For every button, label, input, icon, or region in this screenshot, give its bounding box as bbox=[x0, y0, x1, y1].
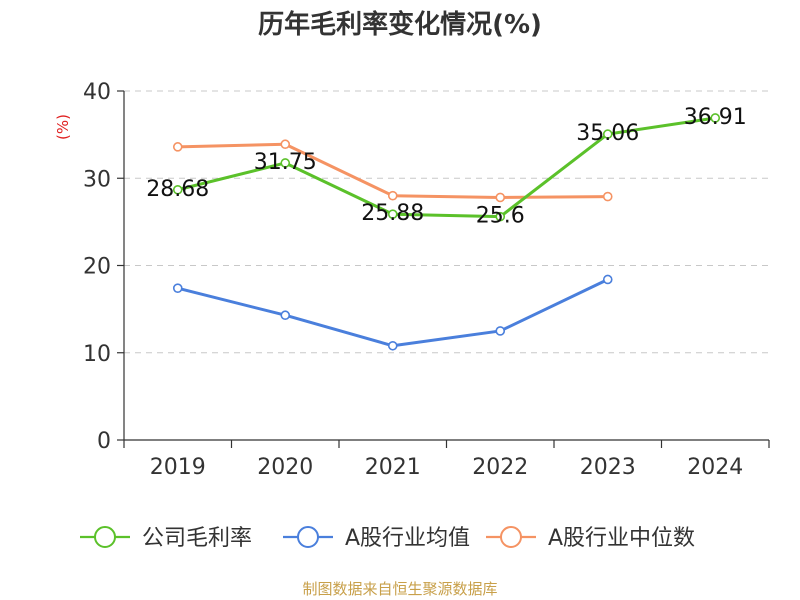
data-point[interactable] bbox=[602, 191, 613, 202]
x-tick-label: 2024 bbox=[687, 455, 743, 480]
y-tick-label: 30 bbox=[83, 167, 111, 192]
series bbox=[172, 113, 721, 351]
x-tick-label: 2019 bbox=[150, 455, 206, 480]
gridlines bbox=[124, 90, 769, 354]
legend-marker bbox=[500, 526, 522, 548]
x-tick-label: 2021 bbox=[365, 455, 421, 480]
y-tick-label: 40 bbox=[83, 80, 111, 105]
y-tick-label: 10 bbox=[83, 342, 111, 367]
source-note: 制图数据来自恒生聚源数据库 bbox=[302, 580, 498, 598]
data-point[interactable] bbox=[602, 274, 613, 285]
data-point[interactable] bbox=[495, 326, 506, 336]
y-tick-label: 20 bbox=[83, 255, 111, 280]
data-point[interactable] bbox=[710, 113, 721, 123]
series-line bbox=[177, 142, 608, 199]
data-point[interactable] bbox=[387, 340, 398, 351]
data-point[interactable] bbox=[280, 158, 291, 168]
legend-item[interactable]: A股行业均值 bbox=[283, 526, 470, 551]
axes: 0 10 20 30 40 2019 2020 2021 2022 2023 2024 bbox=[83, 80, 770, 480]
data-point[interactable] bbox=[280, 310, 291, 321]
data-point[interactable] bbox=[280, 139, 291, 150]
legend[interactable]: 公司毛利率 A股行业均值 A股行业中位数 bbox=[80, 526, 695, 551]
data-point[interactable] bbox=[387, 209, 398, 219]
series-line bbox=[177, 278, 609, 348]
legend-label: A股行业均值 bbox=[345, 526, 470, 551]
data-label: 36.91 bbox=[684, 105, 747, 130]
legend-label: A股行业中位数 bbox=[548, 526, 695, 551]
data-label: 25.6 bbox=[476, 204, 525, 229]
legend-item[interactable]: 公司毛利率 bbox=[80, 526, 252, 551]
series-line bbox=[177, 116, 716, 219]
data-point[interactable] bbox=[172, 142, 183, 152]
y-axis-label: (%) bbox=[54, 114, 72, 140]
legend-label: 公司毛利率 bbox=[142, 526, 252, 551]
data-point[interactable] bbox=[495, 192, 506, 203]
chart-title: 历年毛利率变化情况(%) bbox=[258, 10, 542, 40]
x-tick-label: 2020 bbox=[257, 455, 313, 480]
data-label: 25.88 bbox=[361, 201, 424, 226]
data-labels: 28.68 31.75 25.88 25.6 35.06 36.91 bbox=[146, 105, 746, 229]
data-point[interactable] bbox=[172, 283, 183, 293]
data-point[interactable] bbox=[172, 184, 183, 195]
legend-item[interactable]: A股行业中位数 bbox=[486, 526, 695, 551]
data-point[interactable] bbox=[495, 211, 506, 222]
x-tick-label: 2023 bbox=[580, 455, 636, 480]
legend-marker bbox=[94, 526, 116, 548]
legend-marker bbox=[297, 526, 319, 548]
data-point[interactable] bbox=[602, 129, 613, 139]
y-tick-label: 0 bbox=[97, 429, 111, 454]
data-label: 31.75 bbox=[254, 150, 317, 175]
data-label: 28.68 bbox=[146, 177, 209, 202]
data-point[interactable] bbox=[387, 190, 398, 201]
data-label: 35.06 bbox=[576, 121, 639, 146]
x-tick-label: 2022 bbox=[472, 455, 528, 480]
